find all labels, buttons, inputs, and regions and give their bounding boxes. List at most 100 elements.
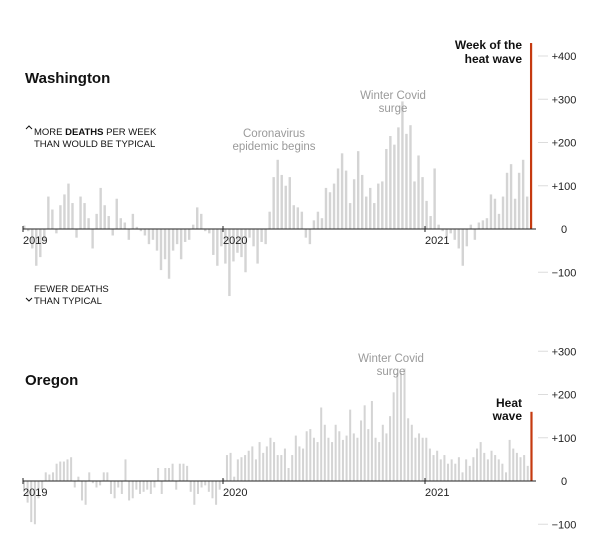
bar — [111, 229, 114, 236]
bar — [33, 481, 36, 525]
bar — [247, 450, 250, 481]
bar — [47, 196, 50, 229]
bar — [70, 457, 73, 481]
bar — [142, 481, 145, 492]
bar — [363, 405, 366, 481]
bar — [497, 213, 501, 229]
bar — [31, 229, 34, 249]
bar — [439, 459, 442, 482]
bar — [258, 442, 261, 481]
bar — [265, 446, 268, 481]
bar — [51, 209, 54, 229]
year-label: 2020 — [223, 487, 247, 499]
bar — [84, 481, 87, 505]
bar — [525, 196, 529, 229]
more-deaths-prefix: MORE — [34, 127, 65, 138]
bar — [102, 472, 105, 481]
winter-surge-label-line2: surge — [377, 366, 406, 378]
bar — [396, 372, 399, 482]
bar — [473, 229, 477, 240]
bar — [151, 229, 155, 240]
bar — [135, 481, 138, 490]
bar — [352, 433, 355, 482]
bar — [429, 216, 432, 229]
bar — [485, 218, 489, 229]
bar — [196, 207, 199, 230]
bar — [167, 229, 171, 279]
heat-wave-bar — [530, 411, 533, 481]
bar — [481, 220, 485, 229]
bar — [508, 439, 511, 481]
more-deaths-line2: THAN WOULD BE TYPICAL — [34, 139, 155, 150]
fewer-deaths-legend: FEWER DEATHS THAN TYPICAL — [25, 284, 109, 307]
bar — [269, 437, 272, 481]
bar — [331, 442, 334, 481]
more-deaths-bold: DEATHS — [65, 127, 103, 138]
bar — [276, 159, 279, 229]
bar — [59, 461, 62, 481]
bar — [147, 229, 151, 245]
bar — [287, 468, 290, 481]
bar — [436, 450, 439, 481]
bar — [432, 455, 435, 481]
bar — [215, 481, 218, 505]
bar — [389, 416, 392, 482]
bar — [374, 437, 377, 481]
bar — [365, 196, 368, 229]
bar — [236, 459, 239, 482]
bar — [445, 229, 448, 238]
bar — [360, 174, 364, 229]
heat-wave-label-line1: Week of the — [455, 38, 522, 52]
bar — [175, 229, 179, 245]
bar — [399, 372, 402, 482]
down-caret-icon — [25, 297, 33, 302]
bar — [494, 455, 497, 481]
bar — [465, 459, 468, 482]
bar — [490, 450, 493, 481]
bar — [523, 455, 526, 481]
bar — [501, 463, 504, 481]
bar — [87, 218, 90, 229]
bar — [244, 229, 247, 273]
bar — [509, 164, 513, 230]
bar — [336, 168, 340, 229]
bar — [146, 481, 149, 490]
bar — [35, 229, 38, 266]
bar — [417, 155, 420, 229]
bar — [421, 177, 424, 229]
bar — [224, 229, 227, 264]
bar — [27, 229, 30, 232]
washington-title: Washington — [25, 70, 110, 87]
bar — [106, 472, 109, 481]
bar — [183, 229, 187, 242]
washington-panel: +400 +300 +200 +100 0 −100 2019 2020 2021 Washi… — [22, 38, 577, 307]
bar — [392, 392, 395, 481]
bar — [425, 200, 428, 229]
bar — [62, 461, 65, 481]
bar — [204, 481, 207, 486]
bar — [163, 229, 167, 260]
bar — [437, 224, 440, 230]
bar — [115, 198, 118, 229]
y-tick-label: +200 — [552, 138, 577, 150]
bar — [345, 435, 348, 481]
bar — [179, 229, 183, 260]
bar — [334, 424, 337, 481]
bar — [240, 229, 243, 258]
oregon-bars — [23, 368, 533, 525]
bar — [476, 448, 479, 481]
epidemic-label-line2: epidemic begins — [232, 141, 315, 153]
bar — [461, 229, 464, 266]
bar — [254, 459, 257, 482]
bar — [273, 442, 276, 481]
bar — [71, 203, 74, 229]
bar — [252, 229, 255, 247]
bar — [309, 429, 312, 481]
bar — [157, 468, 160, 481]
bar — [155, 229, 159, 251]
more-deaths-suffix: PER WEEK — [104, 127, 157, 138]
bar — [66, 459, 69, 482]
bar — [483, 452, 486, 481]
bar — [175, 481, 178, 490]
